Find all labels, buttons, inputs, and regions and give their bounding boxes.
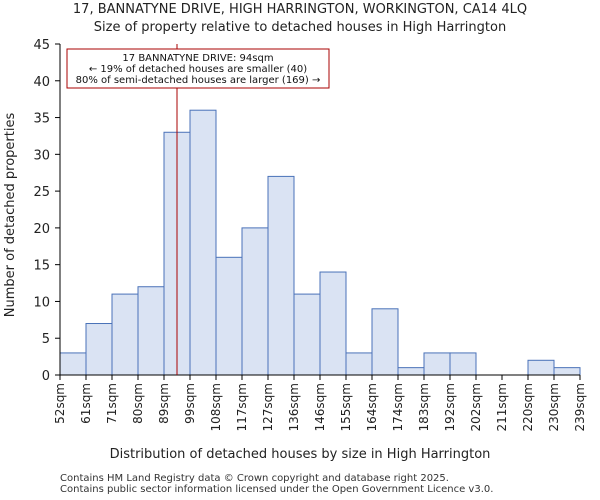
y-tick-label: 35 — [33, 112, 50, 127]
annotation-line-3: 80% of semi-detached houses are larger (… — [76, 75, 321, 86]
histogram-bar — [527, 359, 555, 376]
histogram-bar — [215, 256, 243, 376]
y-tick-label: 0 — [42, 369, 50, 384]
x-tick-label: 61sqm — [79, 383, 93, 424]
histogram-bar — [319, 271, 347, 376]
x-tick-label: 71sqm — [105, 383, 119, 424]
x-tick-label: 211sqm — [495, 383, 509, 431]
x-tick-label: 99sqm — [183, 383, 197, 424]
x-tick-label: 108sqm — [209, 383, 223, 431]
histogram-bar — [189, 109, 217, 376]
x-tick-label: 146sqm — [313, 383, 327, 431]
x-tick-label: 80sqm — [131, 383, 145, 424]
y-tick-label: 25 — [33, 185, 50, 200]
x-tick-label: 52sqm — [53, 383, 67, 424]
x-tick-label: 192sqm — [443, 383, 457, 431]
x-tick-label: 239sqm — [573, 383, 587, 431]
x-tick-label: 183sqm — [417, 383, 431, 431]
chart-title-address: 17, BANNATYNE DRIVE, HIGH HARRINGTON, WO… — [72, 2, 528, 17]
x-tick-label: 164sqm — [365, 383, 379, 431]
x-tick-label: 230sqm — [547, 383, 561, 431]
y-tick-label: 40 — [33, 75, 50, 90]
histogram-bar — [449, 352, 477, 376]
x-axis-label: Distribution of detached houses by size … — [110, 447, 491, 462]
histogram-bar — [241, 227, 269, 376]
y-tick-label: 30 — [33, 148, 50, 163]
annotation-box: 17 BANNATYNE DRIVE: 94sqm ← 19% of detac… — [66, 48, 330, 89]
x-tick-label: 202sqm — [469, 383, 483, 431]
annotation-line-2: ← 19% of detached houses are smaller (40… — [89, 64, 307, 75]
histogram-bar — [267, 175, 295, 376]
histogram-chart: 0 5 10 15 20 25 30 35 40 45 52sqm 61sqm 71sqm 80sqm 8… — [3, 38, 587, 462]
histogram-bar — [85, 323, 113, 376]
histogram-bar — [137, 286, 165, 376]
y-tick-label: 45 — [33, 38, 50, 53]
y-tick-label: 20 — [33, 222, 50, 237]
histogram-bar — [397, 367, 425, 376]
histogram-bar — [59, 352, 87, 376]
y-axis-label: Number of detached properties — [3, 113, 18, 318]
histogram-bar — [345, 352, 373, 376]
y-tick-label: 15 — [33, 259, 50, 274]
histogram-bar — [553, 367, 581, 376]
x-tick-label: 136sqm — [287, 383, 301, 431]
x-tick-label: 127sqm — [261, 383, 275, 431]
footer-licence: Contains public sector information licen… — [60, 484, 494, 495]
histogram-bar — [293, 293, 321, 376]
footer-copyright: Contains HM Land Registry data © Crown c… — [60, 473, 449, 484]
x-tick-label: 155sqm — [339, 383, 353, 431]
chart-title: Size of property relative to detached ho… — [93, 20, 507, 35]
x-tick-label: 174sqm — [391, 383, 405, 431]
y-tick-label: 5 — [42, 332, 50, 347]
histogram-bar — [371, 308, 399, 376]
annotation-line-1: 17 BANNATYNE DRIVE: 94sqm — [122, 53, 273, 64]
x-tick-label: 220sqm — [521, 383, 535, 431]
x-tick-label: 89sqm — [157, 383, 171, 424]
annotation-border — [66, 48, 330, 89]
y-tick-label: 10 — [33, 295, 50, 310]
histogram-bar — [111, 293, 139, 376]
x-tick-label: 117sqm — [235, 383, 249, 431]
histogram-bar — [423, 352, 451, 376]
